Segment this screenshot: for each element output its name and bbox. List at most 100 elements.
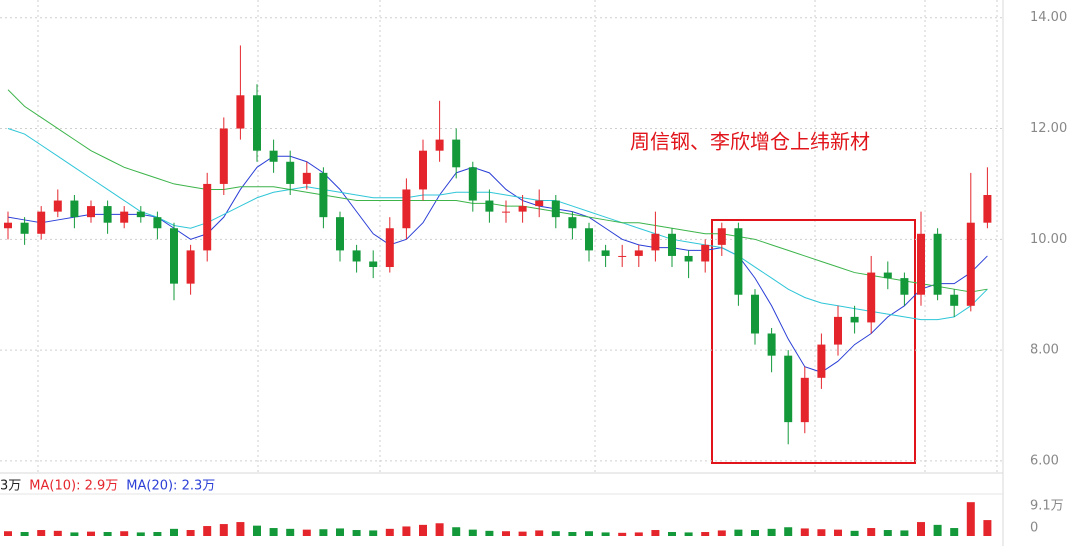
candle-body (485, 200, 494, 212)
candle-body (767, 333, 776, 356)
volume-bar (734, 529, 743, 536)
volume-bar (850, 530, 859, 536)
volume-bar (535, 530, 544, 536)
volume-bar (20, 532, 29, 536)
volume-bar (103, 532, 112, 536)
candle-body (352, 250, 361, 262)
candle-body (601, 250, 610, 256)
candle-body (751, 294, 759, 334)
candle-body (70, 200, 79, 218)
candle-body (917, 233, 925, 295)
ma-line (7, 128, 988, 321)
candle-body (319, 172, 328, 218)
volume-bar (502, 531, 510, 536)
candle-body (784, 355, 793, 423)
candle-body (103, 206, 112, 223)
candle-body (236, 95, 245, 129)
volume-bar (684, 532, 693, 536)
candle-body (634, 250, 643, 256)
volume-bar (286, 528, 295, 536)
volume-bar (70, 532, 79, 536)
volume-bar (253, 525, 261, 536)
volume-bar (120, 531, 129, 536)
candle-body (402, 189, 411, 229)
candle-body (186, 250, 195, 284)
candle-body (120, 211, 129, 223)
y-tick-label: 10.00 (1030, 232, 1067, 247)
candle-body (701, 244, 710, 262)
volume-bar (170, 528, 178, 536)
candle-body (502, 211, 510, 213)
candle-body (336, 217, 344, 251)
candle-body (419, 150, 427, 190)
candle-body (153, 217, 162, 229)
volume-legend: 3万 (0, 479, 21, 494)
candle-body (369, 261, 378, 268)
volume-bar (634, 532, 643, 536)
y-tick-label: 12.00 (1030, 121, 1067, 136)
volume-bar (203, 526, 212, 536)
volume-bar (751, 530, 759, 536)
volume-bar (385, 528, 394, 536)
volume-bar (701, 532, 710, 536)
candle-body (817, 344, 826, 378)
candle-body (551, 200, 560, 218)
volume-bar (933, 524, 942, 536)
candle-body (37, 211, 46, 234)
candle-body (834, 316, 842, 345)
candle-body (684, 255, 693, 262)
candle-body (800, 377, 809, 423)
candle-body (900, 278, 909, 295)
volume-bar (800, 528, 809, 536)
candle-body (219, 128, 228, 184)
volume-bar (668, 532, 676, 536)
volume-bar (551, 531, 560, 536)
volume-bar (717, 530, 726, 536)
candle-body (286, 161, 295, 184)
volume-bar (435, 523, 444, 536)
volume-bar (867, 528, 876, 536)
candle-body (269, 150, 278, 162)
ma-line (7, 89, 988, 293)
candle-body (717, 228, 726, 245)
y-tick-label: 6.00 (1030, 453, 1059, 468)
volume-bar (966, 502, 975, 536)
volume-bar (402, 526, 411, 536)
volume-bar (302, 529, 311, 536)
volume-bar (817, 529, 826, 536)
volume-bar (618, 532, 627, 536)
candle-body (170, 228, 178, 284)
y-tick-label: 8.00 (1030, 343, 1059, 358)
volume-bar (219, 524, 228, 536)
volume-bar (883, 530, 892, 536)
vertical-grid (37, 0, 998, 473)
volume-bar (186, 530, 195, 536)
candle-body (618, 255, 627, 257)
volume-bar (319, 529, 328, 536)
volume-bar (601, 532, 610, 536)
volume-tick-label: 0 (1030, 521, 1038, 536)
candle-body (950, 294, 959, 306)
candle-body (966, 222, 975, 306)
volume-bar (369, 530, 378, 536)
candle-body (435, 139, 444, 151)
volume-bar (651, 530, 660, 536)
volume-bar (983, 520, 992, 536)
volume-bar (53, 530, 62, 536)
highlight-box (711, 219, 916, 464)
candle-body (87, 206, 95, 218)
candle-body (535, 200, 544, 207)
volume-bar (518, 531, 527, 536)
candle-body (452, 139, 461, 168)
volume-bar (87, 531, 95, 536)
candle-body (4, 222, 12, 229)
candle-body (585, 228, 593, 251)
volume-bar (153, 532, 162, 536)
volume-bar (452, 527, 461, 536)
volume-bar (336, 528, 344, 536)
candle-body (253, 95, 261, 151)
volume-bar (485, 530, 494, 536)
volume-bar (4, 531, 12, 536)
